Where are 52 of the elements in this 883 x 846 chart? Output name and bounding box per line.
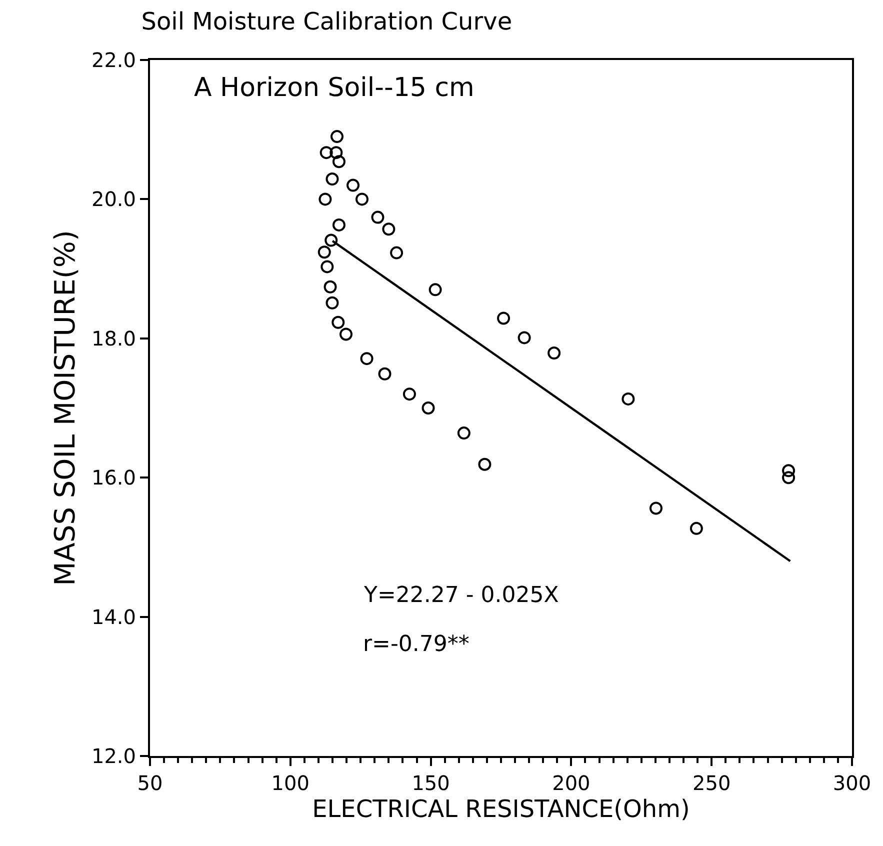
point	[318, 192, 332, 206]
point	[340, 328, 352, 341]
point	[457, 426, 470, 440]
point	[332, 155, 346, 168]
annotation: Y=22.27 - 0.025X	[363, 583, 559, 608]
point	[330, 146, 343, 160]
point	[324, 280, 337, 294]
annotation: A Horizon Soil--15 cm	[194, 73, 474, 103]
point	[332, 218, 346, 232]
point	[548, 346, 561, 360]
point	[497, 312, 510, 325]
point	[326, 172, 339, 186]
y-tick-label: 22.0	[91, 48, 136, 72]
x-axis-title: ELECTRICAL RESISTANCE(Ohm)	[312, 795, 690, 823]
annotation: r=-0.79**	[363, 632, 470, 657]
x-tick-label: 250	[692, 771, 731, 795]
point	[622, 392, 635, 406]
chart-title: Soil Moisture Calibration Curve	[141, 7, 512, 36]
point	[378, 367, 392, 380]
y-tick-label: 16.0	[91, 466, 136, 490]
point	[518, 331, 531, 344]
y-tick-label: 18.0	[91, 326, 136, 350]
point	[478, 458, 492, 471]
point	[782, 464, 796, 478]
point	[650, 502, 662, 515]
y-axis-title: MASS SOIL MOISTURE(%)	[48, 230, 82, 586]
y-tick-label: 12.0	[91, 744, 136, 768]
point	[782, 471, 796, 484]
y-tick-label: 20.0	[91, 187, 136, 212]
point	[382, 222, 396, 236]
x-tick-label: 100	[271, 771, 310, 795]
point	[332, 316, 345, 329]
point	[360, 352, 374, 366]
point	[324, 234, 338, 247]
x-tick-label: 300	[832, 771, 872, 795]
point	[320, 146, 333, 160]
point	[390, 246, 404, 260]
point	[346, 178, 360, 192]
point	[330, 130, 344, 144]
point	[326, 296, 339, 310]
x-tick-label: 50	[137, 771, 163, 795]
point	[402, 388, 416, 401]
point	[320, 260, 334, 274]
x-tick-label: 200	[552, 771, 590, 795]
point	[690, 522, 703, 535]
point	[318, 246, 331, 259]
x-tick-label: 150	[412, 771, 450, 795]
point	[356, 192, 368, 206]
point	[428, 283, 442, 296]
y-tick-label: 14.0	[91, 604, 136, 629]
point	[422, 402, 435, 414]
point	[371, 210, 384, 224]
